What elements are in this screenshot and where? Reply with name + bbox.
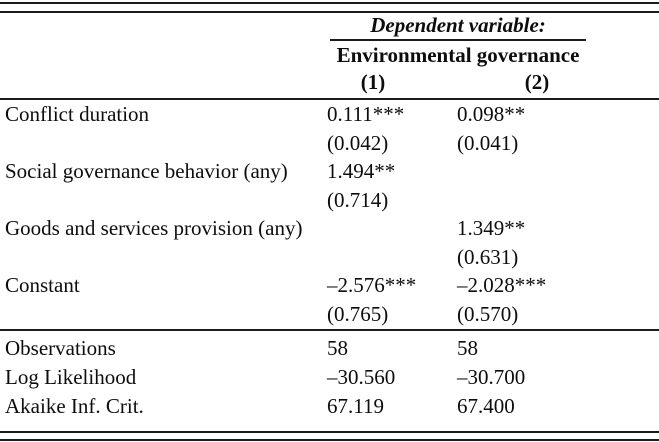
- table-row: Goods and services provision (any) 1.349…: [0, 214, 659, 243]
- dependent-variable-label: Dependent variable:: [330, 12, 586, 41]
- model-1-value: 1.494**: [327, 159, 396, 183]
- model-1-value: –30.560: [327, 365, 396, 389]
- model-1-std-error: (0.042): [327, 130, 389, 155]
- table-row: Observations 58 58: [0, 334, 659, 363]
- summary-rows: Observations 58 58 Log Likelihood –30.56…: [0, 334, 659, 421]
- table-row: Conflict duration 0.111*** 0.098**: [0, 100, 659, 129]
- row-label: [0, 300, 327, 329]
- model-2-header: (2): [524, 70, 550, 94]
- row-label: Constant: [5, 273, 80, 297]
- model-2-value: –2.028***: [457, 273, 547, 297]
- model-1-std-error: (0.765): [327, 301, 389, 326]
- model-column-headers: (1) (2): [330, 69, 586, 95]
- table-row: (0.714): [0, 186, 659, 215]
- table-row: Social governance behavior (any) 1.494**: [0, 157, 659, 186]
- model-2-value: 58: [457, 336, 478, 360]
- model-2-std-error: (0.041): [457, 130, 519, 155]
- table-row: (0.765) (0.570): [0, 300, 659, 329]
- coefficient-rows: Conflict duration 0.111*** 0.098** (0.04…: [0, 100, 659, 328]
- row-label: Goods and services provision (any): [5, 216, 303, 240]
- model-2-value: 0.098**: [457, 102, 526, 126]
- model-1-header: (1): [360, 70, 386, 94]
- model-2-std-error: [457, 186, 659, 215]
- summary-rule: [0, 329, 659, 331]
- model-2-value: –30.700: [457, 365, 526, 389]
- bottom-double-rule: [0, 431, 659, 441]
- model-1-value: 58: [327, 336, 348, 360]
- model-1-value: 0.111***: [327, 102, 405, 126]
- model-2-value: 1.349**: [457, 216, 526, 240]
- model-1-value: –2.576***: [327, 273, 417, 297]
- row-label: [0, 129, 327, 158]
- row-label: Social governance behavior (any): [5, 159, 288, 183]
- row-label: Log Likelihood: [5, 365, 137, 389]
- model-1-std-error: (0.714): [327, 187, 389, 212]
- header-rule: [0, 98, 659, 100]
- row-label: [0, 243, 327, 272]
- model-1-std-error: [327, 243, 457, 272]
- row-label: Akaike Inf. Crit.: [5, 394, 144, 418]
- top-double-rule: [0, 2, 659, 13]
- table-row: (0.631): [0, 243, 659, 272]
- table-row: Log Likelihood –30.560 –30.700: [0, 363, 659, 392]
- dependent-variable-name: Environmental governance: [336, 43, 580, 67]
- row-label: [0, 186, 327, 215]
- model-2-std-error: (0.570): [457, 301, 519, 326]
- table-row: Akaike Inf. Crit. 67.119 67.400: [0, 392, 659, 421]
- model-2-std-error: (0.631): [457, 244, 519, 269]
- row-label: Conflict duration: [5, 102, 150, 126]
- table-header: Dependent variable: Environmental govern…: [330, 12, 586, 95]
- table-row: Constant –2.576*** –2.028***: [0, 271, 659, 300]
- row-label: Observations: [5, 336, 116, 360]
- model-2-value: 67.400: [457, 394, 515, 418]
- model-1-value: [327, 214, 457, 243]
- model-2-value: [457, 157, 659, 186]
- table-row: (0.042) (0.041): [0, 129, 659, 158]
- model-1-value: 67.119: [327, 394, 384, 418]
